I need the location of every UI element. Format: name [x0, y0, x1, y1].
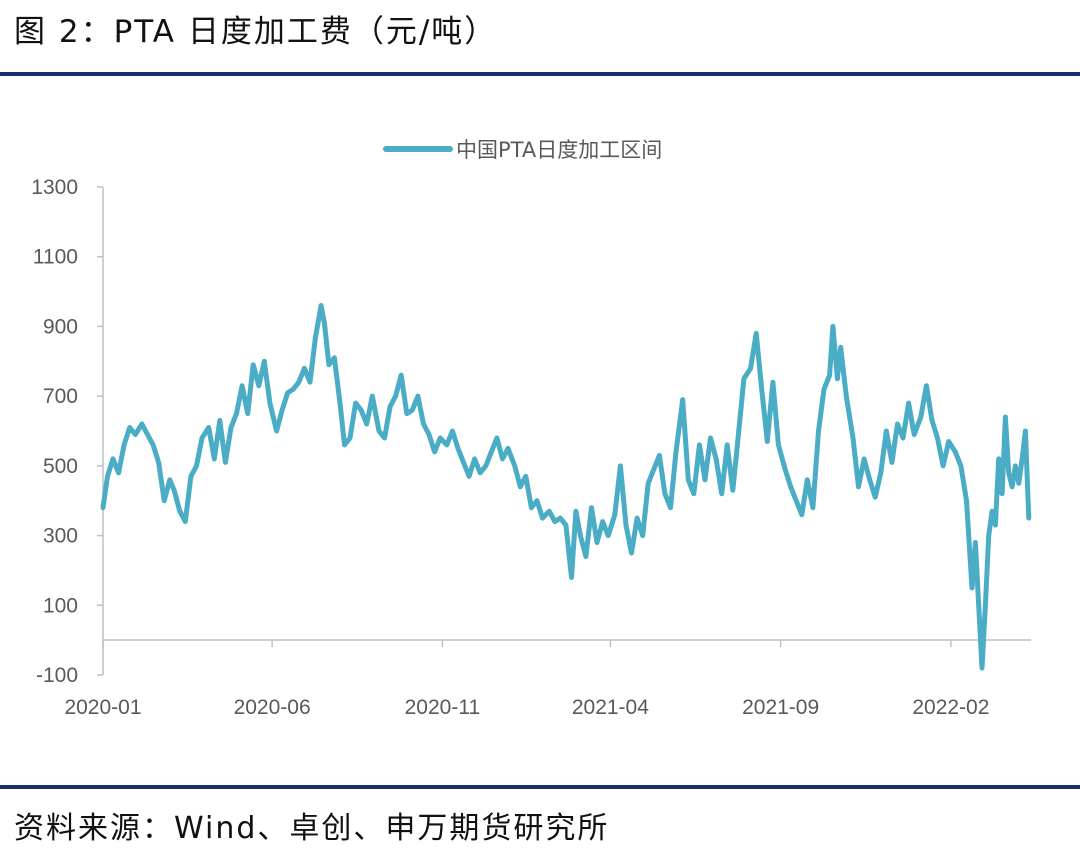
y-tick-label: 500: [43, 455, 78, 478]
legend-label: 中国PTA日度加工区间: [456, 138, 662, 162]
top-divider: [0, 72, 1080, 76]
x-tick-label: 2020-01: [64, 696, 141, 719]
x-tick-label: 2020-11: [405, 696, 481, 719]
y-tick-label: 1100: [33, 246, 78, 269]
y-tick-label: 300: [43, 525, 78, 548]
y-tick-label: 900: [43, 315, 78, 338]
series-layer: [100, 303, 1032, 671]
source-note: 资料来源：Wind、卓创、申万期货研究所: [14, 811, 610, 846]
y-tick-label: 1300: [31, 176, 78, 199]
bottom-divider: [0, 785, 1080, 789]
y-tick-label: 700: [43, 385, 78, 408]
x-tick-label: 2022-02: [912, 696, 989, 719]
series-line: [100, 303, 1032, 671]
x-tick-label: 2021-09: [742, 696, 819, 719]
y-tick-label: 100: [43, 594, 78, 617]
x-tick-label: 2021-04: [572, 696, 649, 719]
x-axis: 2020-01 2020-06 2020-11 2021-04 2021-09 2022-…: [64, 639, 1031, 719]
y-axis: -100 100 300 500 700 900 1100 1300: [31, 176, 104, 687]
y-tick-label: -100: [36, 664, 78, 687]
legend: 中国PTA日度加工区间: [383, 138, 662, 162]
x-tick-label: 2020-06: [234, 696, 311, 719]
figure-title: 图 2：PTA 日度加工费（元/吨）: [14, 14, 498, 50]
